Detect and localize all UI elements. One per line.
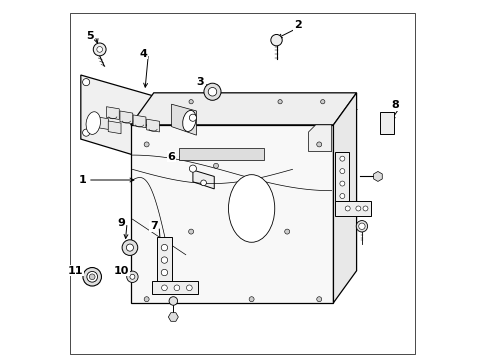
- Circle shape: [208, 87, 216, 96]
- Circle shape: [93, 43, 106, 56]
- Text: 8: 8: [391, 100, 399, 110]
- Text: 9: 9: [118, 218, 125, 228]
- Polygon shape: [373, 171, 382, 181]
- Polygon shape: [308, 125, 331, 152]
- Circle shape: [339, 181, 344, 186]
- Circle shape: [87, 271, 97, 282]
- Circle shape: [345, 206, 349, 211]
- Circle shape: [339, 168, 344, 174]
- Circle shape: [189, 114, 196, 121]
- Circle shape: [174, 285, 180, 291]
- Circle shape: [188, 229, 193, 234]
- Polygon shape: [133, 115, 145, 128]
- Ellipse shape: [86, 112, 101, 134]
- Circle shape: [316, 297, 321, 302]
- Polygon shape: [335, 201, 370, 216]
- Polygon shape: [108, 121, 121, 134]
- Circle shape: [161, 285, 167, 291]
- Circle shape: [284, 229, 289, 234]
- Ellipse shape: [183, 111, 196, 131]
- Ellipse shape: [228, 175, 274, 242]
- Circle shape: [97, 46, 102, 52]
- Circle shape: [270, 35, 282, 46]
- Text: 4: 4: [139, 49, 147, 59]
- Circle shape: [213, 163, 218, 168]
- Circle shape: [277, 100, 282, 104]
- Polygon shape: [106, 107, 119, 120]
- Circle shape: [362, 206, 367, 211]
- Polygon shape: [81, 75, 198, 175]
- Circle shape: [161, 269, 167, 276]
- Polygon shape: [152, 282, 198, 294]
- Polygon shape: [146, 119, 159, 132]
- Circle shape: [144, 142, 149, 147]
- Text: 2: 2: [293, 20, 301, 30]
- Polygon shape: [130, 125, 333, 303]
- Circle shape: [188, 100, 193, 104]
- Polygon shape: [130, 93, 356, 125]
- Circle shape: [355, 221, 367, 232]
- Circle shape: [161, 257, 167, 263]
- Circle shape: [126, 271, 138, 283]
- Text: 5: 5: [86, 31, 93, 41]
- Polygon shape: [335, 152, 349, 201]
- Polygon shape: [70, 13, 414, 354]
- Circle shape: [161, 244, 167, 251]
- Circle shape: [82, 78, 89, 86]
- Circle shape: [130, 274, 135, 279]
- Circle shape: [189, 165, 196, 172]
- Circle shape: [169, 297, 177, 305]
- Circle shape: [200, 180, 206, 186]
- Polygon shape: [168, 313, 178, 321]
- Text: 11: 11: [68, 266, 83, 276]
- Circle shape: [248, 297, 254, 302]
- Text: 1: 1: [79, 175, 86, 185]
- Polygon shape: [120, 111, 133, 124]
- Circle shape: [355, 206, 360, 211]
- Circle shape: [82, 129, 89, 136]
- Circle shape: [339, 156, 344, 161]
- Text: 7: 7: [150, 221, 157, 231]
- Circle shape: [186, 285, 192, 291]
- Circle shape: [316, 142, 321, 147]
- Circle shape: [358, 223, 365, 229]
- Polygon shape: [333, 93, 356, 303]
- Circle shape: [320, 100, 324, 104]
- Circle shape: [144, 297, 149, 302]
- Text: 10: 10: [114, 266, 129, 276]
- Circle shape: [126, 244, 133, 251]
- Polygon shape: [96, 117, 108, 130]
- Circle shape: [83, 267, 101, 286]
- Circle shape: [122, 240, 138, 256]
- Circle shape: [203, 83, 221, 100]
- Circle shape: [89, 274, 95, 280]
- Polygon shape: [157, 237, 171, 282]
- Circle shape: [339, 194, 344, 198]
- Polygon shape: [379, 112, 393, 134]
- Polygon shape: [171, 104, 196, 135]
- Polygon shape: [192, 170, 214, 189]
- Polygon shape: [178, 148, 264, 161]
- Text: 6: 6: [167, 152, 175, 162]
- Text: 3: 3: [196, 77, 203, 87]
